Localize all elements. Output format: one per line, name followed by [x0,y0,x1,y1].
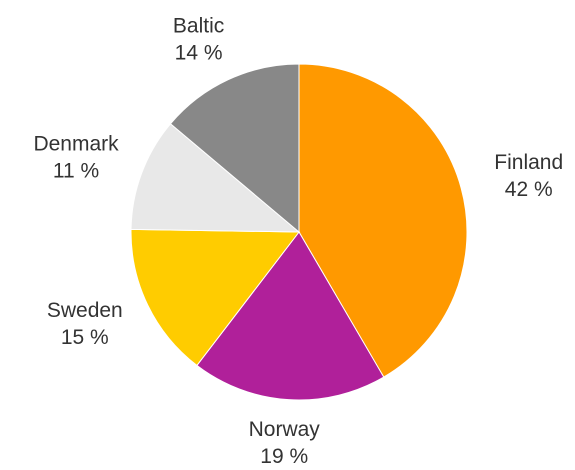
slice-value-label: 19 % [260,445,308,468]
pie-slice [130,123,301,233]
slice-label: Denmark [33,132,119,155]
slice-label: Norway [249,418,321,441]
slice-value-label: 11 % [53,159,99,182]
slice-label: Baltic [173,14,224,37]
pie-slice [130,228,301,367]
pie-slice [298,63,468,378]
slice-label: Finland [494,151,563,174]
slice-value-label: 42 % [505,178,553,201]
slice-value-label: 15 % [61,326,109,349]
slice-label: Sweden [47,299,123,322]
pie-slice [196,231,385,401]
slice-value-label: 14 % [175,41,223,64]
pie-slice [169,63,300,234]
